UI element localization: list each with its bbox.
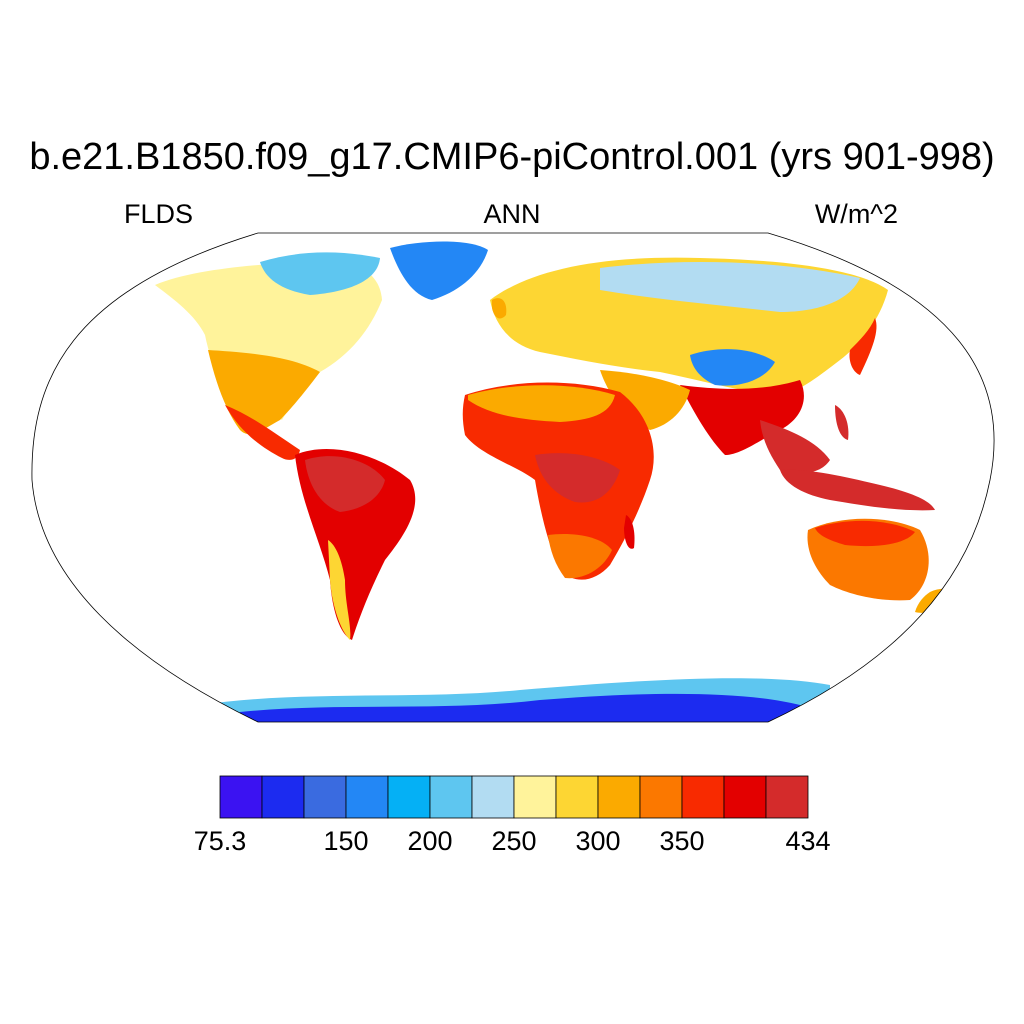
- colorbar-swatch: [597, 775, 641, 819]
- indonesia: [780, 469, 935, 511]
- units-label: W/m^2: [814, 199, 898, 229]
- colorbar-swatch: [555, 775, 599, 819]
- colorbar-swatch: [723, 775, 767, 819]
- colorbar-tick-label: 350: [659, 826, 705, 856]
- south-asia: [680, 380, 804, 455]
- greenland: [390, 241, 488, 300]
- southern-africa: [548, 533, 612, 579]
- colorbar-tick-label: 150: [323, 826, 369, 856]
- south-america-andes: [328, 540, 351, 640]
- north-america: [155, 259, 382, 420]
- colorbar-swatch: [387, 775, 431, 819]
- central-africa: [535, 453, 620, 503]
- plot-title: b.e21.B1850.f09_g17.CMIP6-piControl.001 …: [29, 136, 995, 178]
- south-america-amazon: [305, 456, 385, 512]
- colorbar-tick-label: 300: [575, 826, 621, 856]
- colorbar-swatch: [513, 775, 557, 819]
- sahara: [468, 385, 615, 422]
- season-label: ANN: [483, 199, 541, 229]
- siberia: [600, 262, 860, 312]
- colorbar-tick-label: 75.3: [193, 826, 247, 856]
- colorbar-swatch: [765, 775, 809, 819]
- australia-north: [815, 520, 915, 547]
- colorbar-swatch: [429, 775, 473, 819]
- map-fill: [155, 241, 956, 722]
- colorbar-swatch: [471, 775, 515, 819]
- colorbar-swatch: [219, 775, 263, 819]
- colorbar-swatch: [345, 775, 389, 819]
- colorbar-swatch: [639, 775, 683, 819]
- japan: [849, 318, 877, 375]
- southeast-asia: [760, 420, 830, 473]
- colorbar-tick-label: 200: [407, 826, 453, 856]
- colorbar: [219, 775, 809, 819]
- map-boundary: [31, 232, 995, 723]
- north-america-arctic: [260, 252, 380, 295]
- middle-east: [600, 370, 690, 430]
- colorbar-swatch: [261, 775, 305, 819]
- central-america: [225, 405, 300, 460]
- madagascar: [624, 515, 635, 549]
- antarctica-interior: [240, 693, 800, 722]
- british-isles: [492, 298, 507, 319]
- tibetan-plateau: [690, 349, 775, 386]
- colorbar-swatch: [681, 775, 725, 819]
- colorbar-tick-label: 250: [491, 826, 537, 856]
- colorbar-swatch: [303, 775, 347, 819]
- philippines: [835, 405, 849, 440]
- new-zealand: [915, 588, 956, 613]
- variable-label: FLDS: [124, 199, 194, 229]
- colorbar-tick-label: 434: [785, 826, 831, 856]
